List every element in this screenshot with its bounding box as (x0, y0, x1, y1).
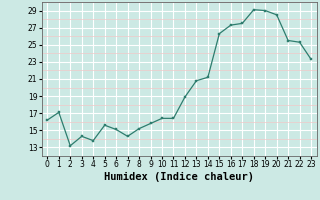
X-axis label: Humidex (Indice chaleur): Humidex (Indice chaleur) (104, 172, 254, 182)
